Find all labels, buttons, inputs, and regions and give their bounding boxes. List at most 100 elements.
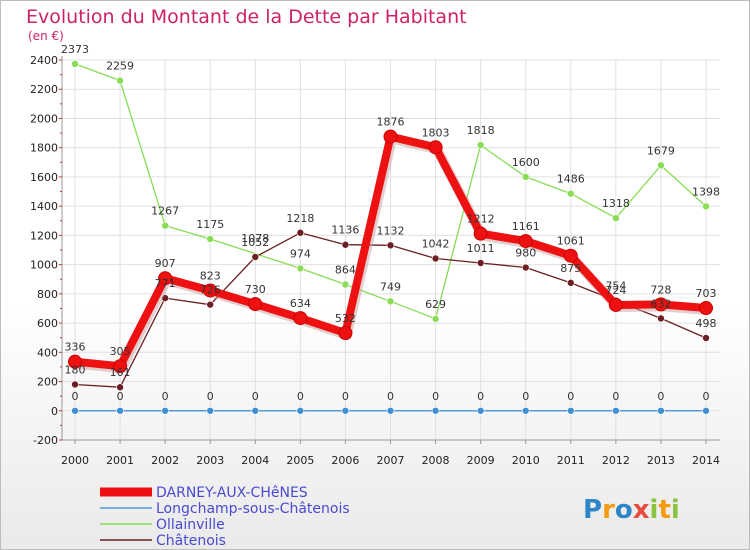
logo-letter: i — [650, 495, 659, 525]
data-label: 0 — [657, 390, 664, 403]
data-point — [476, 141, 485, 149]
data-label: 629 — [425, 298, 446, 311]
data-label: 1876 — [377, 116, 405, 129]
x-tick-label: 2012 — [602, 454, 630, 467]
data-point — [386, 241, 395, 250]
series-0 — [68, 129, 713, 374]
data-label: 1042 — [422, 237, 450, 250]
data-point — [702, 202, 710, 211]
data-label: 305 — [110, 345, 131, 358]
data-point — [521, 173, 530, 181]
chart-title: Evolution du Montant de la Dette par Hab… — [26, 6, 467, 28]
data-label: 1011 — [467, 242, 495, 255]
data-label: 703 — [696, 287, 717, 300]
data-label: 1679 — [647, 144, 675, 157]
y-tick-label: 200 — [37, 376, 58, 389]
data-point — [657, 314, 665, 323]
data-point — [71, 380, 79, 389]
data-point — [296, 264, 305, 273]
data-point — [476, 259, 485, 267]
data-label: 634 — [290, 297, 311, 310]
data-label: 0 — [522, 390, 529, 403]
data-label: 632 — [650, 297, 671, 310]
data-label: 749 — [380, 280, 401, 293]
data-label: 1078 — [241, 232, 269, 245]
logo-letter: P — [583, 495, 602, 525]
data-label: 0 — [567, 390, 574, 403]
y-tick-label: 2200 — [30, 83, 58, 96]
data-point — [476, 406, 485, 415]
x-tick-label: 2004 — [241, 454, 269, 467]
logo-letter: x — [633, 495, 650, 525]
data-point — [113, 359, 128, 374]
data-label: 0 — [207, 390, 214, 403]
x-tick-label: 2000 — [61, 454, 89, 467]
x-tick-label: 2008 — [422, 454, 450, 467]
data-point — [657, 161, 665, 170]
data-label: 823 — [200, 269, 221, 282]
data-label: 1161 — [512, 220, 540, 233]
data-label: 161 — [110, 366, 131, 379]
data-label: 980 — [515, 247, 536, 260]
chart-subtitle: (en €) — [28, 29, 64, 43]
data-point — [251, 253, 260, 261]
data-point — [71, 406, 79, 415]
legend-label: DARNEY-AUX-CHêNES — [156, 485, 308, 501]
data-label: 754 — [605, 280, 626, 293]
data-label: 2259 — [106, 60, 134, 73]
data-point — [566, 279, 575, 287]
data-point — [566, 406, 575, 415]
data-point — [341, 280, 350, 289]
data-label: 0 — [72, 390, 79, 403]
data-label: 907 — [155, 257, 176, 270]
data-label: 1267 — [151, 205, 179, 218]
data-label: 532 — [335, 312, 356, 325]
data-label: 0 — [162, 390, 169, 403]
data-point — [702, 334, 710, 342]
data-point — [158, 271, 173, 286]
y-tick-label: 800 — [37, 288, 58, 301]
data-label: 1318 — [602, 197, 630, 210]
data-label: 0 — [252, 390, 259, 403]
x-tick-label: 2011 — [557, 454, 585, 467]
data-point — [341, 406, 350, 415]
y-tick-label: 1800 — [30, 142, 58, 155]
data-label: 336 — [65, 341, 86, 354]
y-tick-label: 2400 — [30, 54, 58, 67]
data-point — [293, 311, 308, 326]
data-point — [653, 297, 668, 312]
series-line-shadow — [76, 133, 708, 374]
data-label: 724 — [605, 284, 626, 297]
y-tick-label: 400 — [37, 346, 58, 359]
data-label: 1052 — [241, 236, 269, 249]
x-tick-label: 2002 — [151, 454, 179, 467]
data-point — [563, 248, 578, 263]
data-point — [296, 406, 305, 415]
y-tick-label: 2000 — [30, 112, 58, 125]
data-label: 875 — [560, 262, 581, 275]
data-point — [161, 221, 169, 230]
data-point — [248, 297, 263, 312]
data-label: 0 — [432, 390, 439, 403]
data-label: 1803 — [422, 126, 450, 139]
data-label: 864 — [335, 263, 356, 276]
data-point — [71, 60, 79, 68]
y-tick-label: 1400 — [30, 200, 58, 213]
data-point — [116, 76, 124, 85]
data-point — [612, 406, 620, 415]
data-label: 726 — [200, 284, 221, 297]
y-tick-label: -200 — [33, 434, 58, 447]
data-point — [251, 406, 260, 415]
data-point — [386, 297, 395, 306]
data-label: 1132 — [377, 224, 405, 237]
x-tick-label: 2006 — [331, 454, 359, 467]
data-point — [657, 406, 665, 415]
axis-layer: -200020040060080010001200140016001800200… — [30, 54, 720, 467]
y-tick-label: 1200 — [30, 229, 58, 242]
data-label: 1175 — [196, 218, 224, 231]
x-tick-label: 2007 — [377, 454, 405, 467]
data-label: 730 — [245, 283, 266, 296]
logo-letter: o — [615, 495, 633, 525]
legend-label: Ollainville — [156, 517, 225, 533]
